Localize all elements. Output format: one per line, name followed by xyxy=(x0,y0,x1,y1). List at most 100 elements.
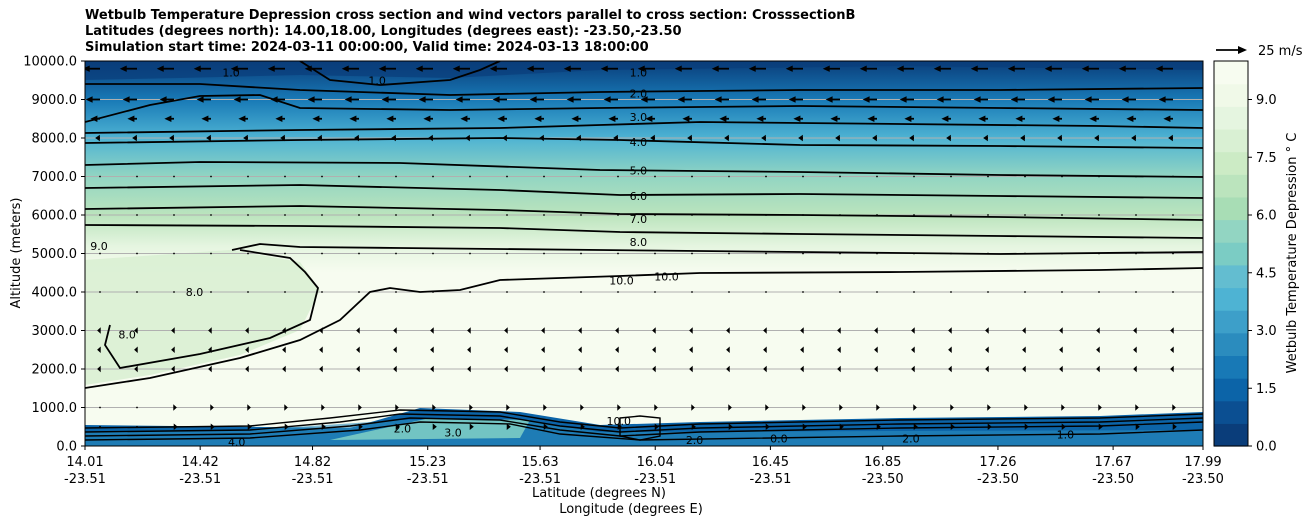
wind-arrow xyxy=(728,214,730,216)
wind-arrow xyxy=(210,252,212,255)
colorbar-segment xyxy=(1214,61,1248,85)
x-tick-label-lon: -23.51 xyxy=(634,472,676,487)
wind-arrow xyxy=(506,214,508,216)
wind-arrow xyxy=(173,291,175,293)
wind-arrow xyxy=(1158,96,1173,103)
x-tick-label-lat: 17.67 xyxy=(1095,455,1132,470)
wind-arrow xyxy=(506,291,508,293)
wind-arrow xyxy=(169,134,174,142)
wind-arrow xyxy=(97,327,101,334)
wind-arrow xyxy=(208,346,212,353)
colorbar xyxy=(1214,61,1248,447)
wind-arrow xyxy=(1057,134,1062,142)
colorbar-tick-label: 0.0 xyxy=(1256,440,1277,455)
x-axis: 14.01 -23.51 14.42 -23.51 14.82 -23.51 15.23 -2… xyxy=(64,446,1224,487)
wind-arrow xyxy=(156,65,174,72)
wind-arrow xyxy=(600,65,618,72)
contour-label: 2.0 xyxy=(902,432,920,445)
wind-arrow xyxy=(1135,214,1137,216)
colorbar-segment xyxy=(1214,128,1248,153)
wind-arrow xyxy=(765,175,767,178)
x-axis-label-lat: Latitude (degrees N) xyxy=(532,486,666,501)
x-tick-label-lon: -23.50 xyxy=(862,472,904,487)
bl-contour-2 xyxy=(85,413,1203,433)
wind-arrow xyxy=(1061,291,1063,293)
contour-8-closed xyxy=(104,249,319,369)
wind-arrow xyxy=(802,214,804,216)
wind-arrow xyxy=(608,115,618,122)
wind-arrow xyxy=(85,65,100,72)
wind-arrow xyxy=(580,423,585,430)
moist-lobe-left xyxy=(85,250,320,385)
wind-arrow xyxy=(617,252,619,255)
wind-arrow xyxy=(765,214,767,216)
contour-label: 4.0 xyxy=(228,436,246,449)
x-tick-label-lat: 14.01 xyxy=(66,455,103,470)
wind-arrow xyxy=(613,134,618,142)
wind-arrow xyxy=(973,96,988,103)
wind-arrow xyxy=(913,404,917,411)
wind-arrow xyxy=(136,214,138,216)
wind-arrow xyxy=(1059,327,1063,334)
wind-arrow xyxy=(395,252,397,255)
wind-arrow xyxy=(691,175,693,178)
colorbar-frame xyxy=(1213,60,1249,447)
x-tick-label-lon: -23.51 xyxy=(519,472,561,487)
wind-arrow xyxy=(1096,365,1100,373)
contour-label: 8.0 xyxy=(118,328,136,341)
colorbar-segment xyxy=(1214,378,1248,402)
wind-arrow xyxy=(800,327,804,334)
wind-arrow xyxy=(134,346,138,353)
wind-arrow xyxy=(765,291,767,293)
wind-arrow xyxy=(800,346,804,353)
wind-arrow xyxy=(469,423,474,430)
wind-arrow xyxy=(899,96,914,103)
wind-arrow xyxy=(874,327,878,334)
wind-arrow xyxy=(247,252,249,255)
x-tick-label-lat: 15.23 xyxy=(409,455,446,470)
wind-arrow xyxy=(270,96,285,103)
wind-arrow xyxy=(911,365,915,373)
wind-arrow xyxy=(321,175,323,178)
y-tick-label: 10000.0 xyxy=(23,55,77,70)
colorbar-segment xyxy=(1214,423,1248,447)
wind-arrow xyxy=(936,96,951,103)
wind-arrow xyxy=(321,291,323,293)
x-tick-label-lat: 17.99 xyxy=(1184,455,1221,470)
wind-arrow xyxy=(987,175,989,178)
upper-dry-band xyxy=(85,61,1203,80)
contour-label: 2.0 xyxy=(394,423,412,436)
wind-arrow xyxy=(452,65,470,72)
wind-arrow xyxy=(802,404,806,411)
wind-arrow xyxy=(1084,96,1099,103)
wind-arrow xyxy=(571,115,581,122)
wind-arrow xyxy=(793,115,803,122)
wind-arrow xyxy=(99,291,101,293)
wind-arrow xyxy=(802,423,807,430)
wind-arrow xyxy=(282,327,286,334)
x-tick-label-lat: 14.42 xyxy=(182,455,219,470)
wind-arrow xyxy=(615,365,619,373)
wind-arrow xyxy=(714,96,729,103)
wind-arrow xyxy=(987,291,989,293)
x-tick-label-lon: -23.51 xyxy=(749,472,791,487)
wind-arrow xyxy=(576,134,581,142)
wind-arrow xyxy=(534,115,544,122)
wind-arrow xyxy=(913,291,915,293)
wind-arrow xyxy=(541,327,545,334)
x-tick-label-lon: -23.51 xyxy=(64,472,106,487)
x-tick-label-lat: 14.82 xyxy=(294,455,331,470)
chart-title-line-1: Wetbulb Temperature Depression cross sec… xyxy=(85,8,856,23)
wind-arrow xyxy=(802,175,804,178)
contour-label: 3.0 xyxy=(444,427,462,440)
wind-arrow xyxy=(99,214,101,216)
wind-arrow xyxy=(1010,96,1025,103)
y-tick-label: 1000.0 xyxy=(32,401,78,416)
contour-label: 8.0 xyxy=(630,236,648,249)
wind-arrow xyxy=(210,175,212,178)
wind-arrow xyxy=(691,214,693,216)
wind-arrow xyxy=(282,346,286,353)
wind-arrow xyxy=(1172,252,1174,255)
wind-arrow xyxy=(173,404,177,411)
wind-arrow xyxy=(395,423,400,430)
